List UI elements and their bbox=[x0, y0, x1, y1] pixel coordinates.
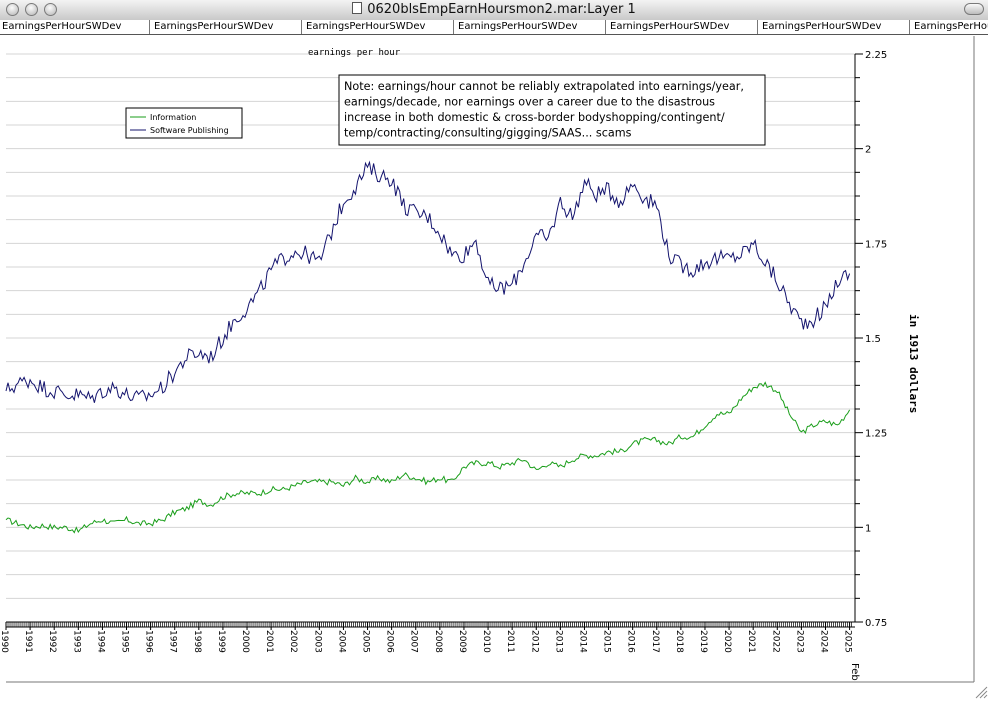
x-tick-label: 2003 bbox=[312, 630, 322, 653]
x-tick-label: 2010 bbox=[481, 630, 491, 653]
tab-earnings-2[interactable]: EarningsPerHourSWDev bbox=[152, 20, 302, 34]
x-tick-label: 2005 bbox=[361, 630, 371, 653]
minimize-window-button[interactable] bbox=[25, 3, 38, 16]
x-tick-label: 2012 bbox=[529, 630, 539, 653]
y-tick-label: 1 bbox=[865, 523, 871, 534]
x-tick-label: 2015 bbox=[602, 630, 612, 653]
x-axis: 1990 1991 1992 1993 1994 1995 1996 1997 1998 1999… bbox=[0, 621, 855, 653]
y-tick-label: 1.25 bbox=[865, 429, 887, 440]
line-chart: 1990 1991 1992 1993 1994 1995 1996 1997 1998 1999… bbox=[0, 35, 988, 699]
zoom-window-button[interactable] bbox=[44, 3, 57, 16]
x-tick-label: 2019 bbox=[698, 630, 708, 653]
x-tick-label: 1994 bbox=[95, 630, 105, 653]
x-tick-label: 2024 bbox=[818, 630, 828, 653]
x-tick-label: 2020 bbox=[722, 630, 732, 653]
y-tick-label: 1.5 bbox=[865, 334, 881, 345]
resize-grip-icon[interactable] bbox=[974, 685, 988, 699]
y-tick-label: 1.75 bbox=[865, 239, 887, 250]
tab-earnings-6[interactable]: EarningsPerHourSWDev bbox=[760, 20, 910, 34]
x-tick-label: 2001 bbox=[264, 630, 274, 653]
tab-earnings-1[interactable]: EarningsPerHourSWDev bbox=[0, 20, 150, 34]
x-tick-label: 2002 bbox=[288, 630, 298, 653]
x-tick-label: 2014 bbox=[577, 630, 587, 653]
x-tick-label: 1998 bbox=[192, 630, 202, 653]
chart-area: 1990 1991 1992 1993 1994 1995 1996 1997 1998 1999… bbox=[0, 35, 988, 699]
note-box: Note: earnings/hour cannot be reliably e… bbox=[338, 74, 766, 146]
chart-title: earnings per hour bbox=[308, 48, 401, 58]
window-title: 0620blsEmpEarnHoursmon2.mar:Layer 1 bbox=[367, 2, 636, 17]
y-tick-label: 2.25 bbox=[865, 50, 887, 61]
tab-earnings-5[interactable]: EarningsPerHourSWDev bbox=[608, 20, 758, 34]
x-tick-label: 1992 bbox=[47, 630, 57, 653]
end-label: Feb bbox=[849, 663, 860, 681]
x-tick-label: 2004 bbox=[336, 630, 346, 653]
tab-earnings-7[interactable]: EarningsPerHourSWDev bbox=[914, 21, 988, 32]
x-tick-label: 2008 bbox=[433, 630, 443, 653]
x-tick-label: 2007 bbox=[409, 630, 419, 653]
x-tick-label: 1997 bbox=[168, 630, 178, 653]
document-icon bbox=[352, 2, 363, 14]
window-titlebar: 0620blsEmpEarnHoursmon2.mar:Layer 1 bbox=[0, 0, 988, 21]
tab-bar: EarningsPerHourSWDev EarningsPerHourSWDe… bbox=[0, 20, 988, 35]
tab-earnings-3[interactable]: EarningsPerHourSWDev bbox=[304, 20, 454, 34]
series-line-information bbox=[5, 381, 851, 534]
x-tick-label: 1993 bbox=[71, 630, 81, 653]
x-tick-label: 1996 bbox=[144, 630, 154, 653]
x-tick-label: 1991 bbox=[23, 630, 33, 653]
x-tick-label: 2022 bbox=[770, 630, 780, 653]
x-tick-label: 2017 bbox=[650, 630, 660, 653]
x-tick-label: 2006 bbox=[385, 630, 395, 653]
x-tick-label: 2021 bbox=[746, 630, 756, 653]
tab-earnings-4[interactable]: EarningsPerHourSWDev bbox=[456, 20, 606, 34]
series-line-software-publishing bbox=[5, 160, 851, 403]
x-tick-label: 2013 bbox=[553, 630, 563, 653]
legend-label-software-publishing: Software Publishing bbox=[150, 126, 229, 135]
window-title-wrap: 0620blsEmpEarnHoursmon2.mar:Layer 1 bbox=[0, 2, 988, 17]
x-tick-label: 2011 bbox=[505, 630, 515, 653]
x-tick-label: 1995 bbox=[120, 630, 130, 653]
x-tick-label: 2018 bbox=[674, 630, 684, 653]
x-tick-label: 2000 bbox=[240, 630, 250, 653]
legend-label-information: Information bbox=[150, 113, 196, 122]
toolbar-toggle-button[interactable] bbox=[964, 3, 984, 15]
x-tick-label: 1999 bbox=[216, 630, 226, 653]
note-text: Note: earnings/hour cannot be reliably e… bbox=[344, 80, 744, 140]
y-tick-label: 2 bbox=[865, 145, 871, 156]
legend: Information Software Publishing bbox=[125, 107, 243, 139]
y-axis-label: in 1913 dollars bbox=[907, 314, 920, 414]
x-tick-label: 1990 bbox=[0, 630, 9, 653]
x-tick-label: 2025 bbox=[843, 630, 853, 653]
y-tick-label: 0.75 bbox=[865, 618, 887, 629]
y-axis: 2.25 2 1.75 1.5 1.25 1 0.75 bbox=[854, 50, 887, 629]
x-tick-label: 2009 bbox=[457, 630, 467, 653]
close-window-button[interactable] bbox=[6, 3, 19, 16]
series-lines bbox=[5, 160, 851, 534]
x-tick-label: 2023 bbox=[794, 630, 804, 653]
x-tick-label: 2016 bbox=[626, 630, 636, 653]
